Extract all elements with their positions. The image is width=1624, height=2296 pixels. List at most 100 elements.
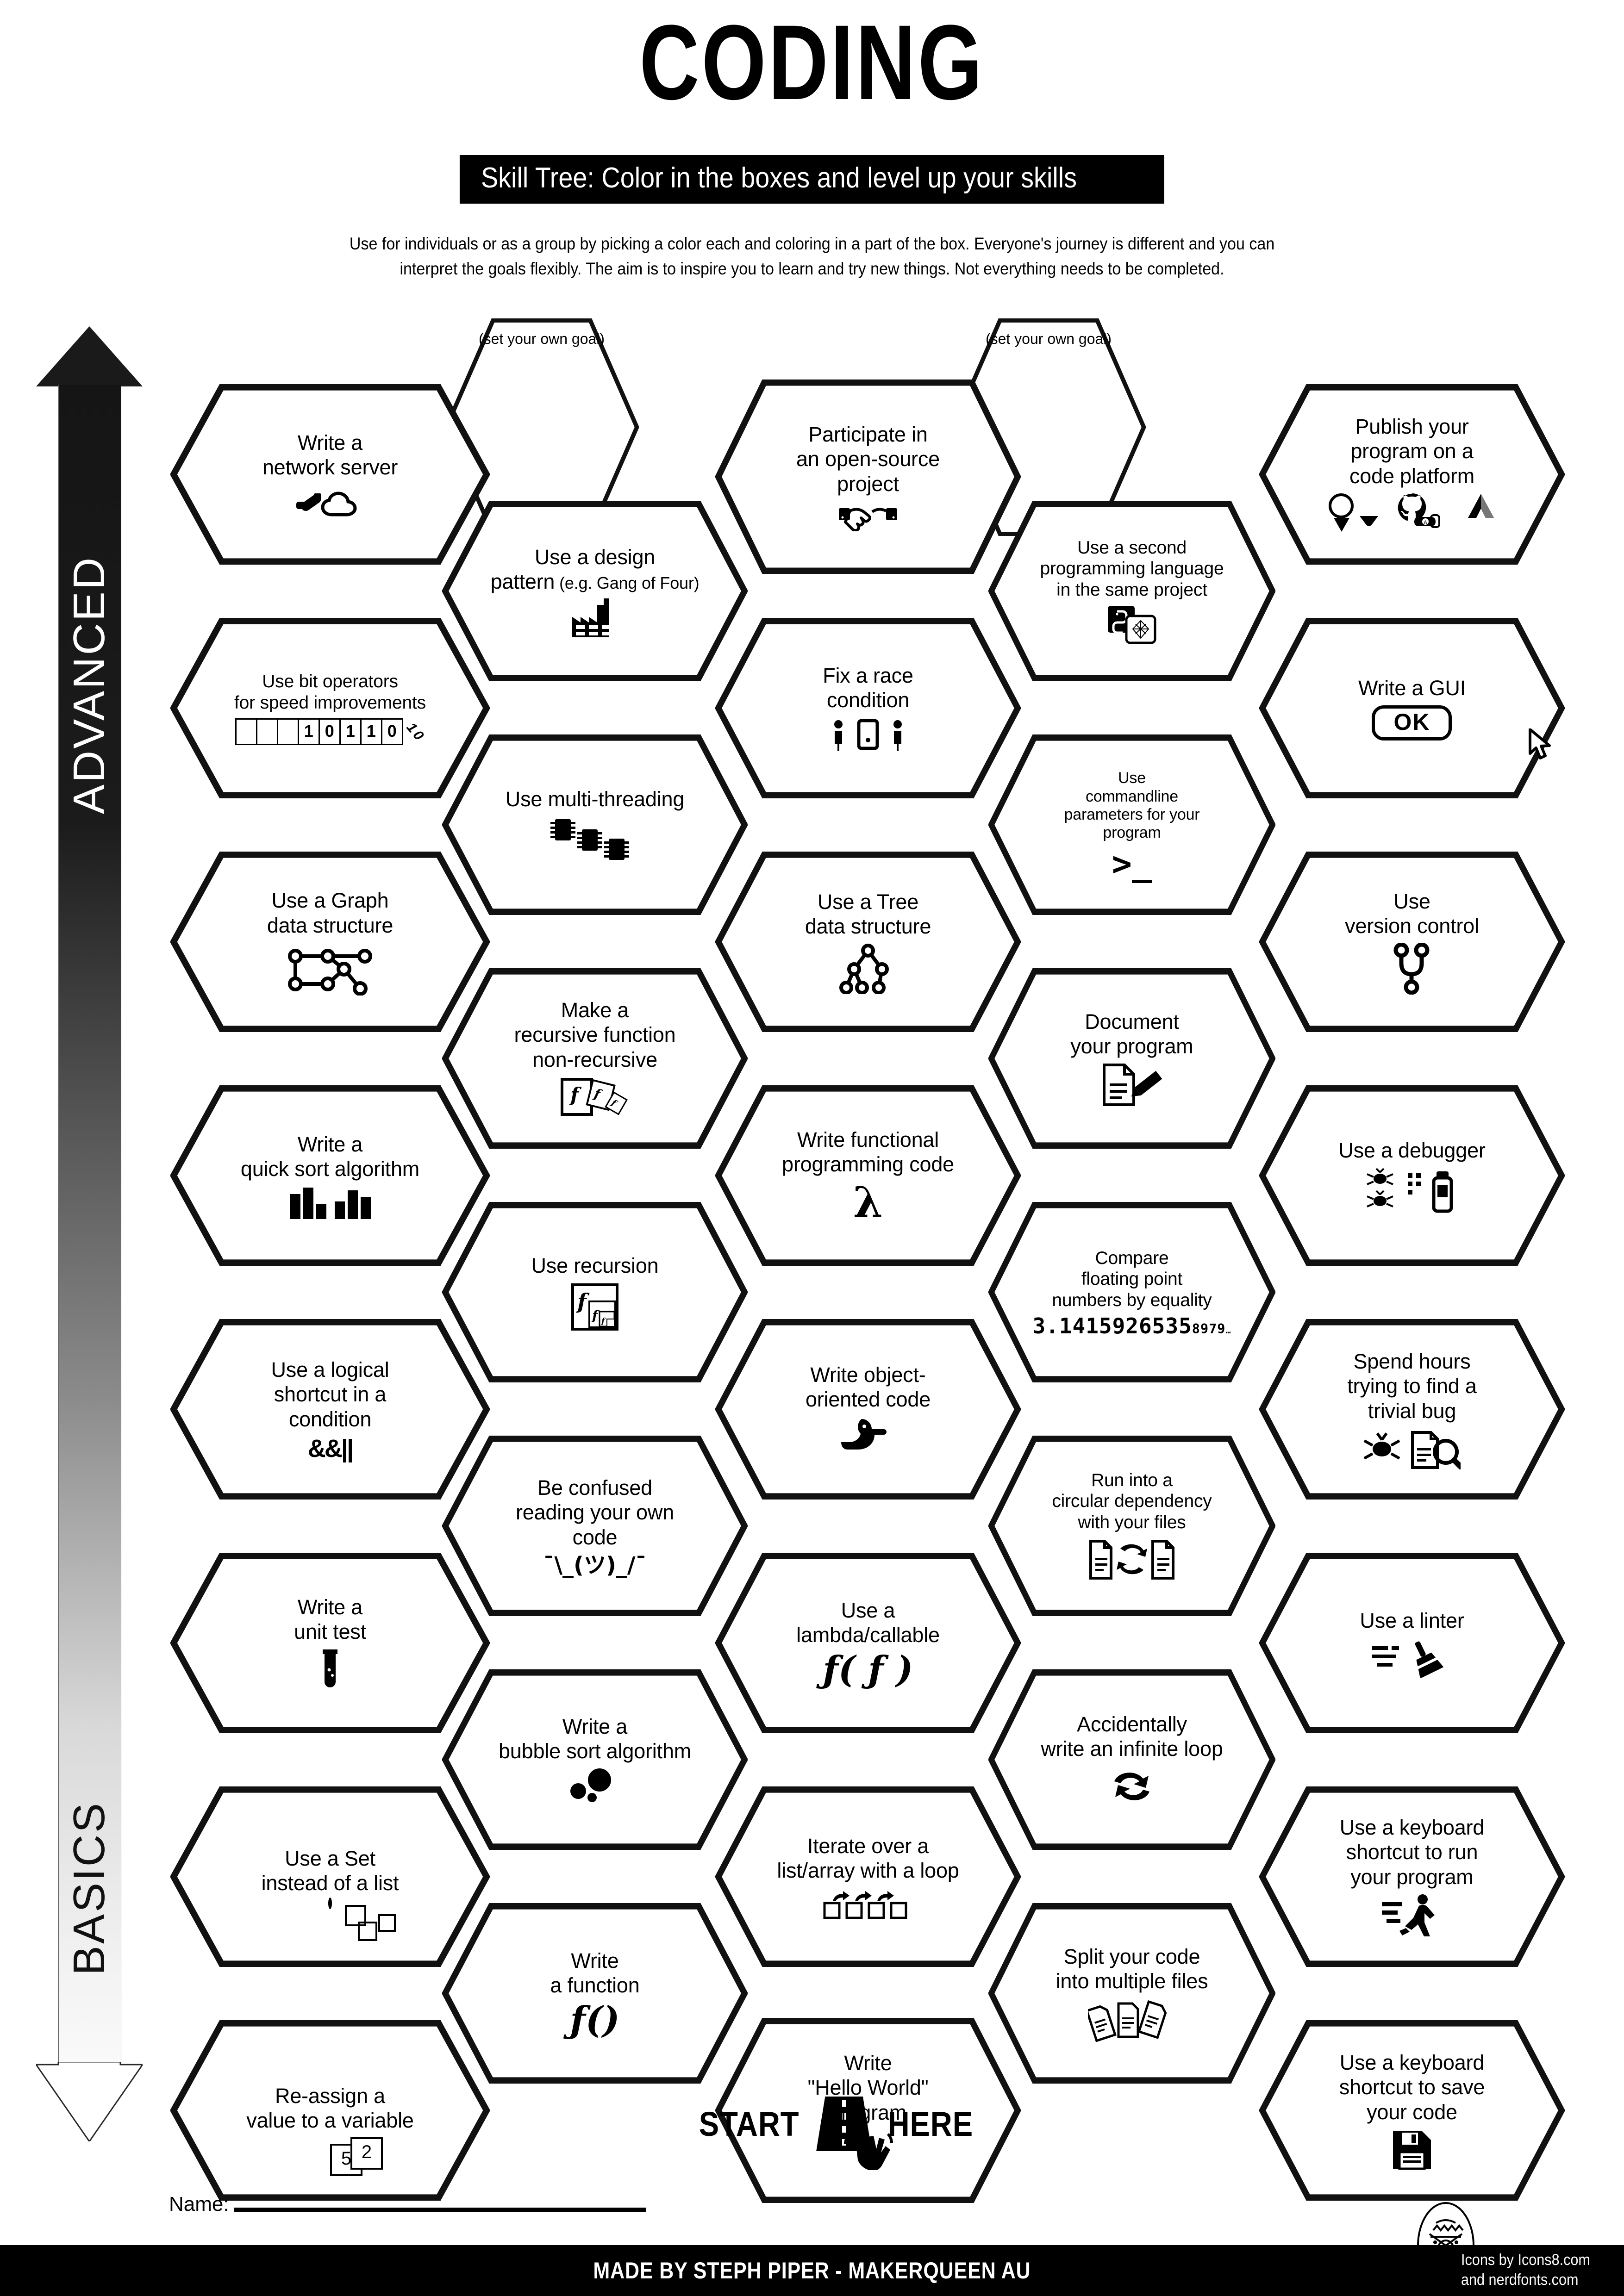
hex-publish-program[interactable]: Publish your program on a code platform A: [1259, 384, 1565, 565]
hex-circular-dependency[interactable]: Run into a circular dependency with your f…: [988, 1436, 1275, 1616]
bug-magnifier-icon: [1363, 1428, 1461, 1469]
credit-line-2: and nerdfonts.com: [1461, 2271, 1579, 2289]
footer-bar: MADE BY STEPH PIPER - MAKERQUEEN AU: [0, 2245, 1624, 2296]
shrug-icon: ¯\_(ツ)_/¯: [543, 1552, 647, 1578]
sorted-bars-icon: [288, 1186, 372, 1220]
hex-network-server[interactable]: Write a network server: [170, 384, 490, 565]
hex-label: Participate in an open-source project: [796, 423, 940, 496]
start-word: START: [699, 2104, 800, 2143]
hex-multithreading[interactable]: Use multi-threading: [442, 734, 748, 915]
hex-set-instead-of-list[interactable]: Use a Set instead of a list: [170, 1786, 490, 1967]
hex-use-debugger[interactable]: Use a debugger: [1259, 1085, 1565, 1266]
hex-outline: [715, 1319, 1021, 1500]
hex-label: Write object-oriented code: [805, 1363, 931, 1411]
hex-label: Use a Tree data structure: [805, 890, 931, 938]
hex-commandline-parameters[interactable]: Use commandline parameters for your program…: [988, 734, 1275, 915]
hex-label: Compare floating point numbers by equality: [1052, 1248, 1212, 1310]
hex-outline: [715, 1786, 1021, 1967]
hex-label: Re-assign a value to a variable: [246, 2084, 414, 2132]
svg-text:f: f: [601, 1317, 606, 1326]
hex-keyboard-shortcut-save[interactable]: Use a keyboard shortcut to save your code: [1259, 2020, 1565, 2201]
name-field[interactable]: Name:: [169, 2193, 646, 2216]
hex-functional-programming[interactable]: Write functional programming code λ: [715, 1085, 1021, 1266]
hex-outline: [442, 501, 748, 681]
hex-recursive-to-nonrecursive[interactable]: Make a recursive function non-recursive f …: [442, 968, 748, 1149]
hex-second-language[interactable]: Use a second programming language in the s…: [988, 501, 1275, 681]
hex-outline: [1259, 1553, 1565, 1733]
hex-label: Write a function: [550, 1948, 640, 1997]
hex-outline: [170, 1085, 490, 1266]
hex-logical-shortcut[interactable]: Use a logical shortcut in a condition &&||: [170, 1319, 490, 1500]
lambda-icon: λ: [853, 1177, 883, 1228]
hex-label: Use a Set instead of a list: [261, 1846, 399, 1895]
hex-label: Use a Graph data structure: [267, 889, 394, 937]
hex-outline: [715, 1553, 1021, 1733]
hex-label: Run into a circular dependency with your f…: [1052, 1470, 1212, 1532]
intro-blurb: Use for individuals or as a group by pic…: [243, 231, 1381, 281]
f-paren-icon: ƒ(): [570, 1999, 620, 2041]
here-word: HERE: [887, 2104, 974, 2143]
hex-graph-data-structure[interactable]: Use a Graph data structure: [170, 852, 490, 1032]
hex-use-recursion[interactable]: Use recursion f f f: [442, 1202, 748, 1382]
hex-design-pattern[interactable]: Use a design pattern (e.g. Gang of Four): [442, 501, 748, 681]
hex-quick-sort[interactable]: Write a quick sort algorithm: [170, 1085, 490, 1266]
hex-open-source-project[interactable]: Participate in an open-source project: [715, 380, 1021, 574]
hex-tree-data-structure[interactable]: Use a Tree data structure: [715, 852, 1021, 1032]
handshake-icon: [838, 501, 898, 531]
server-cloud-icon: [295, 484, 365, 518]
hex-document-program[interactable]: Document your program: [988, 968, 1275, 1149]
name-write-line[interactable]: [233, 2208, 646, 2212]
rubber-duck-icon: [840, 1416, 896, 1456]
hex-hello-world[interactable]: Write "Hello World" program: [715, 2018, 1021, 2203]
terminal-prompt-icon: >_: [1112, 844, 1152, 883]
page-title: CODING: [639, 3, 985, 122]
hex-label: Use a keyboard shortcut to save your code: [1339, 2051, 1485, 2124]
factory-icon: [571, 598, 618, 638]
goal-placeholder-text: (set your own goal): [478, 330, 605, 347]
credit-line-1: Icons by Icons8.com: [1461, 2251, 1591, 2269]
hex-float-equality[interactable]: Compare floating point numbers by equality…: [988, 1202, 1275, 1382]
floppy-icon: [1391, 2129, 1433, 2171]
hex-version-control[interactable]: Use version control: [1259, 852, 1565, 1032]
ok-button-icon: OK: [1372, 705, 1551, 759]
hex-keyboard-shortcut-run[interactable]: Use a keyboard shortcut to run your progra…: [1259, 1786, 1565, 1967]
hex-split-code-files[interactable]: Split your code into multiple files: [988, 1903, 1275, 2084]
ok-button-label[interactable]: OK: [1372, 705, 1452, 740]
hex-bit-operators[interactable]: Use bit operators for speed improvements …: [170, 618, 490, 798]
hex-unit-test[interactable]: Write a unit test: [170, 1553, 490, 1733]
hex-lambda-callable[interactable]: Use a lambda/callable ƒ( ƒ ): [715, 1553, 1021, 1733]
hex-be-confused[interactable]: Be confused reading your own code ¯\_(ツ)_/…: [442, 1436, 748, 1616]
hex-trivial-bug[interactable]: Spend hours trying to find a trivial bug: [1259, 1319, 1565, 1500]
hex-label: Spend hours trying to find a trivial bug: [1347, 1350, 1477, 1423]
chips-icon: [549, 816, 641, 863]
and-or-icon: &&||: [307, 1434, 354, 1462]
hex-outline: [988, 501, 1275, 681]
hex-iterate-with-loop[interactable]: Iterate over a list/array with a loop: [715, 1786, 1021, 1967]
hex-label: Use a keyboard shortcut to run your progra…: [1339, 1816, 1485, 1889]
hex-label: Use bit operators for speed improvements: [234, 672, 426, 713]
hex-label: Use a logical shortcut in a condition: [271, 1358, 389, 1431]
arrow-shaft: [58, 385, 121, 2065]
hex-object-oriented[interactable]: Write object-oriented code: [715, 1319, 1021, 1500]
progress-arrow: ADVANCED BASICS: [36, 326, 143, 2141]
hex-outline: [170, 1786, 490, 1967]
nested-function-icon: f f f: [571, 1283, 619, 1331]
hex-write-gui[interactable]: Write a GUI OK: [1259, 618, 1565, 798]
hex-write-a-function[interactable]: Write a function ƒ(): [442, 1903, 748, 2084]
hex-reassign-value[interactable]: Re-assign a value to a variable 5 2: [170, 2020, 490, 2201]
hex-label: Write a bubble sort algorithm: [498, 1714, 691, 1763]
hex-bubble-sort[interactable]: Write a bubble sort algorithm: [442, 1669, 748, 1850]
hex-outline: [1259, 2020, 1565, 2201]
bubbles-icon: [562, 1768, 627, 1805]
hex-outline: [442, 1436, 748, 1616]
hex-outline: [988, 734, 1275, 915]
hex-infinite-loop[interactable]: Accidentally write an infinite loop: [988, 1669, 1275, 1850]
unfold-function-icon: f f f: [560, 1076, 630, 1119]
hex-label: Use commandline parameters for your program: [1064, 769, 1200, 842]
hex-use-linter[interactable]: Use a linter: [1259, 1553, 1565, 1733]
hex-label: Use multi-threading: [505, 787, 685, 811]
hex-race-condition[interactable]: Fix a race condition: [715, 618, 1021, 798]
hex-label: Document your program: [1070, 1009, 1193, 1058]
